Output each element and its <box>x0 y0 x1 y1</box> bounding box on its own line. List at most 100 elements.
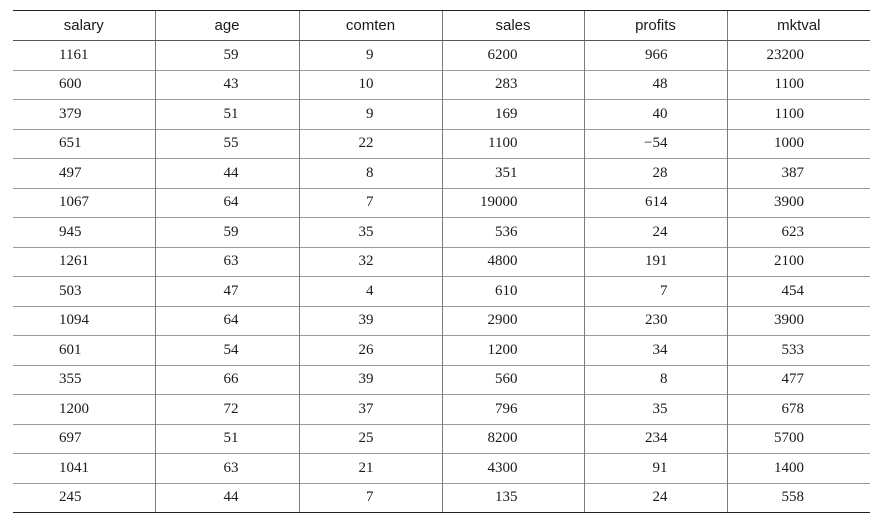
table-row: 601 54 26 1200 34 533 <box>13 335 870 365</box>
cell-profits: 28 <box>583 158 727 188</box>
table-row: 1261 63 32 4800 191 2100 <box>13 246 870 277</box>
cell-mktval: 1100 <box>726 69 870 100</box>
cell-mktval: 1400 <box>726 453 870 483</box>
cell-profits: 234 <box>583 423 727 454</box>
cell-comten: 8 <box>298 158 442 188</box>
cell-profits: 191 <box>583 246 727 277</box>
cell-salary: 945 <box>13 217 155 247</box>
cell-mktval: 678 <box>726 394 870 424</box>
cell-salary: 1094 <box>13 305 155 336</box>
cell-sales: 4300 <box>441 453 584 483</box>
cell-profits: 91 <box>583 453 727 483</box>
cell-mktval: 1000 <box>726 128 870 159</box>
cell-sales: 6200 <box>441 40 584 70</box>
cell-salary: 1200 <box>13 394 155 424</box>
cell-comten: 7 <box>298 482 442 513</box>
cell-mktval: 1100 <box>726 99 870 129</box>
data-table: salary age comten sales profits mktval 1… <box>13 10 870 513</box>
cell-sales: 283 <box>441 69 584 100</box>
cell-mktval: 477 <box>726 364 870 395</box>
cell-profits: 40 <box>583 99 727 129</box>
cell-age: 59 <box>154 217 299 247</box>
table-row: 379 51 9 169 40 1100 <box>13 99 870 129</box>
cell-comten: 39 <box>298 305 442 336</box>
cell-sales: 169 <box>441 99 584 129</box>
cell-mktval: 623 <box>726 217 870 247</box>
cell-salary: 379 <box>13 99 155 129</box>
cell-salary: 503 <box>13 276 155 306</box>
cell-comten: 25 <box>298 423 442 454</box>
table-row: 697 51 25 8200 234 5700 <box>13 423 870 454</box>
cell-mktval: 533 <box>726 335 870 365</box>
cell-age: 54 <box>154 335 299 365</box>
cell-sales: 351 <box>441 158 584 188</box>
table-row: 245 44 7 135 24 558 <box>13 482 870 513</box>
column-header-profits: profits <box>583 10 727 41</box>
cell-mktval: 5700 <box>726 423 870 454</box>
table-body: 1161 59 9 6200 966 23200 600 43 10 283 48 1100 379 51… <box>13 40 870 513</box>
cell-mktval: 454 <box>726 276 870 306</box>
cell-salary: 1067 <box>13 187 155 218</box>
cell-comten: 21 <box>298 453 442 483</box>
cell-comten: 22 <box>298 128 442 159</box>
cell-comten: 9 <box>298 40 442 70</box>
cell-age: 44 <box>154 482 299 513</box>
cell-sales: 796 <box>441 394 584 424</box>
cell-sales: 135 <box>441 482 584 513</box>
cell-mktval: 3900 <box>726 305 870 336</box>
cell-age: 47 <box>154 276 299 306</box>
table-row: 355 66 39 560 8 477 <box>13 364 870 395</box>
cell-age: 51 <box>154 423 299 454</box>
column-header-comten: comten <box>298 10 442 41</box>
cell-comten: 9 <box>298 99 442 129</box>
cell-profits: 24 <box>583 217 727 247</box>
cell-age: 64 <box>154 305 299 336</box>
table-row: 1200 72 37 796 35 678 <box>13 394 870 424</box>
cell-comten: 7 <box>298 187 442 218</box>
cell-salary: 651 <box>13 128 155 159</box>
table-row: 1161 59 9 6200 966 23200 <box>13 40 870 70</box>
cell-comten: 32 <box>298 246 442 277</box>
cell-mktval: 23200 <box>726 40 870 70</box>
cell-profits: 24 <box>583 482 727 513</box>
cell-sales: 4800 <box>441 246 584 277</box>
cell-sales: 19000 <box>441 187 584 218</box>
cell-age: 66 <box>154 364 299 395</box>
cell-age: 63 <box>154 453 299 483</box>
cell-age: 64 <box>154 187 299 218</box>
cell-profits: −54 <box>583 128 727 159</box>
cell-profits: 614 <box>583 187 727 218</box>
table-row: 945 59 35 536 24 623 <box>13 217 870 247</box>
cell-sales: 1200 <box>441 335 584 365</box>
column-header-mktval: mktval <box>726 10 870 41</box>
table-row: 651 55 22 1100 −54 1000 <box>13 128 870 159</box>
cell-salary: 697 <box>13 423 155 454</box>
cell-salary: 600 <box>13 69 155 100</box>
table-row: 503 47 4 610 7 454 <box>13 276 870 306</box>
cell-profits: 230 <box>583 305 727 336</box>
cell-salary: 1261 <box>13 246 155 277</box>
table-row: 1041 63 21 4300 91 1400 <box>13 453 870 483</box>
cell-profits: 7 <box>583 276 727 306</box>
cell-sales: 1100 <box>441 128 584 159</box>
cell-mktval: 3900 <box>726 187 870 218</box>
cell-salary: 355 <box>13 364 155 395</box>
cell-age: 55 <box>154 128 299 159</box>
cell-salary: 497 <box>13 158 155 188</box>
cell-sales: 536 <box>441 217 584 247</box>
cell-comten: 10 <box>298 69 442 100</box>
cell-age: 72 <box>154 394 299 424</box>
cell-sales: 8200 <box>441 423 584 454</box>
table-row: 600 43 10 283 48 1100 <box>13 69 870 100</box>
table-header: salary age comten sales profits mktval <box>13 10 870 41</box>
cell-mktval: 2100 <box>726 246 870 277</box>
table-row: 1067 64 7 19000 614 3900 <box>13 187 870 218</box>
cell-salary: 245 <box>13 482 155 513</box>
cell-salary: 601 <box>13 335 155 365</box>
cell-salary: 1161 <box>59 46 89 63</box>
cell-profits: 34 <box>583 335 727 365</box>
table-row: 497 44 8 351 28 387 <box>13 158 870 188</box>
cell-profits: 48 <box>583 69 727 100</box>
cell-sales: 560 <box>441 364 584 395</box>
cell-age: 43 <box>154 69 299 100</box>
